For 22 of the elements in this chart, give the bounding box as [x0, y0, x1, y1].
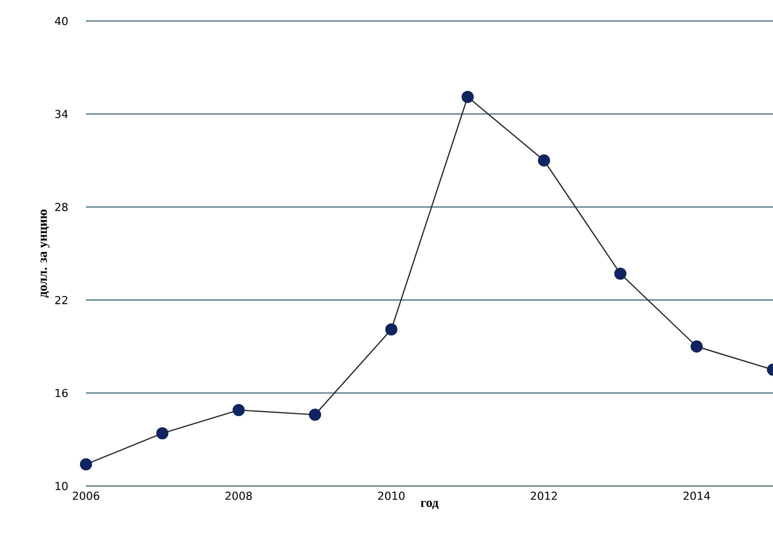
y-tick-label: 40: [54, 16, 68, 26]
point: [385, 323, 398, 336]
y-tick-label: 22: [55, 296, 68, 304]
point: [690, 340, 703, 353]
y-tick-label: 34: [55, 110, 68, 118]
x-tick-label: 2010: [378, 492, 405, 500]
y-tick-label: 28: [55, 202, 68, 212]
point: [614, 268, 626, 280]
x-tick-label: 2006: [72, 492, 100, 500]
point: [156, 427, 168, 440]
y-tick-label: 16: [56, 388, 68, 398]
x-tick-label: 2014: [684, 492, 710, 500]
point: [308, 408, 322, 421]
y-axis-title: долл. за унцию: [40, 210, 50, 298]
x-axis-title: год: [420, 500, 438, 510]
point: [538, 154, 550, 167]
x-tick-label: 2008: [226, 492, 252, 500]
point: [462, 90, 474, 104]
point: [232, 404, 245, 416]
y-tick-label: 10: [56, 482, 68, 490]
x-tick-label: 2012: [530, 492, 557, 500]
point: [80, 458, 92, 470]
